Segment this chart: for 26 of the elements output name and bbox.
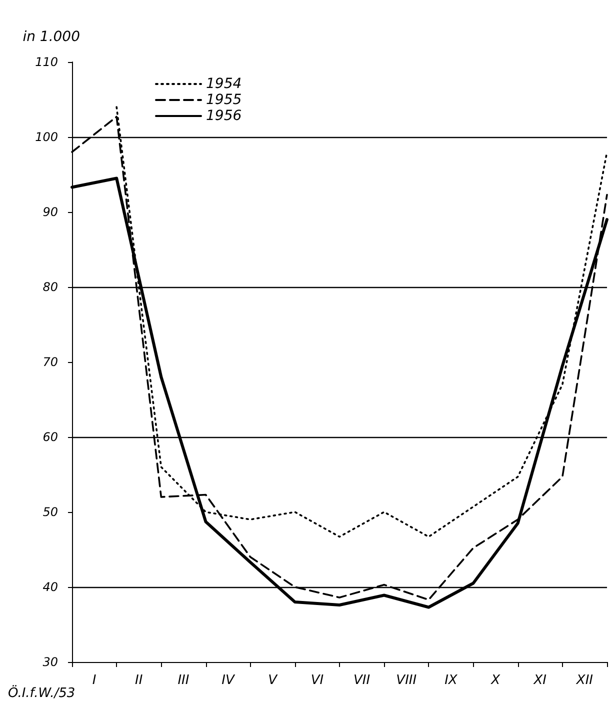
y-tick-label: 70 xyxy=(42,355,58,369)
y-tick-label: 100 xyxy=(35,130,58,144)
text: III xyxy=(178,673,190,688)
y-tick-label: 80 xyxy=(42,280,58,294)
y-tick-label: 40 xyxy=(42,580,58,594)
text: Ö.I.f.W./53 xyxy=(8,685,76,701)
text: VII xyxy=(354,673,370,688)
text: IV xyxy=(222,673,236,688)
text: VIII xyxy=(396,673,417,688)
y-axis-title: in 1.000 xyxy=(22,29,80,45)
text: VI xyxy=(310,673,324,688)
y-tick-label: 90 xyxy=(42,205,58,219)
y-tick-label: 60 xyxy=(42,430,58,444)
y-tick-label: 110 xyxy=(35,55,58,69)
text: XII xyxy=(575,673,594,688)
y-tick-label: 50 xyxy=(42,505,58,519)
text: X xyxy=(490,673,502,688)
text: V xyxy=(268,673,278,688)
text: IX xyxy=(444,673,458,688)
legend-label: 1954 xyxy=(206,76,242,92)
legend-label: 1956 xyxy=(206,108,242,124)
text: I xyxy=(92,673,96,688)
text: XI xyxy=(532,673,547,688)
text: II xyxy=(135,673,143,688)
legend-label: 1955 xyxy=(206,92,242,108)
y-tick-label: 30 xyxy=(42,655,58,669)
